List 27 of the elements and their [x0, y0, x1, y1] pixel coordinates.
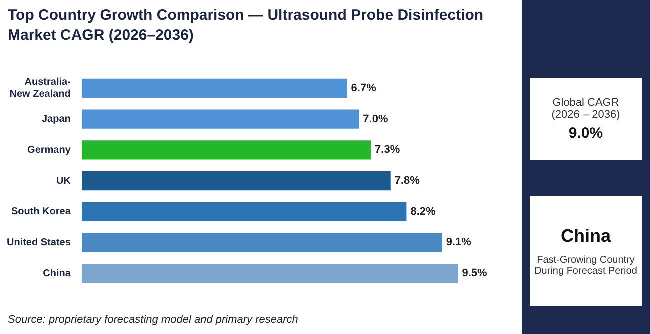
source-note: Source: proprietary forecasting model and primary research — [8, 314, 298, 326]
text: China — [560, 226, 612, 246]
data-label: 9.5% — [462, 268, 488, 280]
text: Fast-Growing Country During Forecast Period — [534, 254, 638, 276]
data-label: 7.8% — [394, 175, 420, 188]
y-tick-label: UK — [56, 176, 72, 187]
y-tick-label: United States — [6, 237, 72, 248]
data-label: 8.2% — [410, 206, 436, 218]
text: Global CAGR (2026 – 2036) — [550, 96, 622, 120]
bar — [82, 78, 348, 98]
y-tick-label: South Korea — [11, 206, 72, 218]
data-label: 7.0% — [363, 113, 388, 126]
bar — [82, 264, 458, 284]
bar — [82, 140, 372, 160]
text: 9.0% — [568, 124, 604, 142]
data-label: 6.7% — [351, 82, 377, 94]
y-tick-label: Germany — [28, 144, 72, 156]
y-tick-label: China — [43, 268, 72, 280]
data-label: 7.3% — [375, 144, 400, 156]
y-tick-label: Japan — [42, 114, 71, 126]
bar — [82, 233, 442, 252]
data-label: 9.1% — [446, 236, 472, 249]
bar — [82, 202, 407, 222]
y-tick-label: Australia-New Zealand — [10, 77, 71, 100]
bar — [82, 110, 360, 129]
chart-title: Top Country Growth Comparison — Ultrasound Probe Disinfection Market CAGR (2026–2036) — [8, 6, 485, 46]
bar — [82, 171, 391, 191]
